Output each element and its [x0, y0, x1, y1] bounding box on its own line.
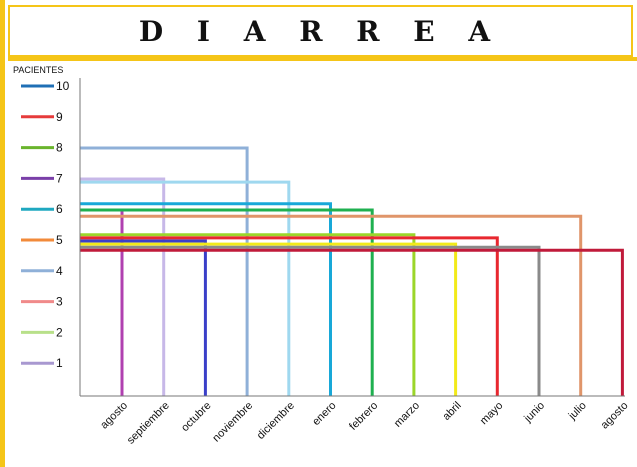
- x-tick-label: agosto: [599, 400, 631, 432]
- series-line-6: [80, 202, 332, 396]
- series-line-10: [80, 236, 499, 396]
- series-line-5: [80, 180, 291, 396]
- x-tick-label: febrero: [347, 400, 380, 433]
- series-line-9: [80, 242, 458, 396]
- x-tick-label: noviembre: [210, 400, 255, 445]
- x-tick-label: septiembre: [125, 400, 172, 447]
- series-lines: [80, 146, 624, 396]
- x-tick-label: marzo: [392, 400, 422, 430]
- legend-label: 2: [56, 325, 63, 339]
- chart-title: D I A R R E A: [138, 15, 503, 48]
- x-tick-label: enero: [310, 400, 338, 428]
- frame-left-border: [0, 0, 5, 467]
- y-axis-label: PACIENTES: [13, 65, 63, 75]
- title-box: D I A R R E A: [8, 5, 633, 57]
- title-underline: [8, 57, 637, 61]
- x-tick-label: octubre: [179, 400, 213, 434]
- series-line-13: [80, 248, 624, 396]
- legend-label: 8: [56, 141, 63, 155]
- legend-label: 9: [56, 110, 63, 124]
- legend-label: 4: [56, 264, 63, 278]
- series-line-3: [80, 239, 207, 396]
- series-line-11: [80, 245, 541, 396]
- x-tick-label: junio: [521, 400, 547, 426]
- series-line-12: [80, 214, 583, 396]
- x-tick-label: agosto: [98, 400, 130, 432]
- legend-label: 5: [56, 233, 63, 247]
- legend-label: 1: [56, 356, 63, 370]
- series-line-4: [80, 146, 249, 396]
- legend-label: 6: [56, 202, 63, 216]
- legend-label: 10: [56, 79, 70, 93]
- series-line-8: [80, 233, 416, 396]
- legend-label: 3: [56, 295, 63, 309]
- legend-label: 7: [56, 171, 63, 185]
- series-line-2: [80, 177, 166, 396]
- x-tick-label: mayo: [478, 400, 506, 428]
- series-line-7: [80, 208, 374, 396]
- x-tick-label: abril: [441, 400, 464, 423]
- legend: 10 9 8 7 6 5 4 3 2 1: [21, 79, 70, 370]
- x-tick-label: julio: [566, 400, 589, 423]
- x-tick-label: diciembre: [255, 400, 297, 442]
